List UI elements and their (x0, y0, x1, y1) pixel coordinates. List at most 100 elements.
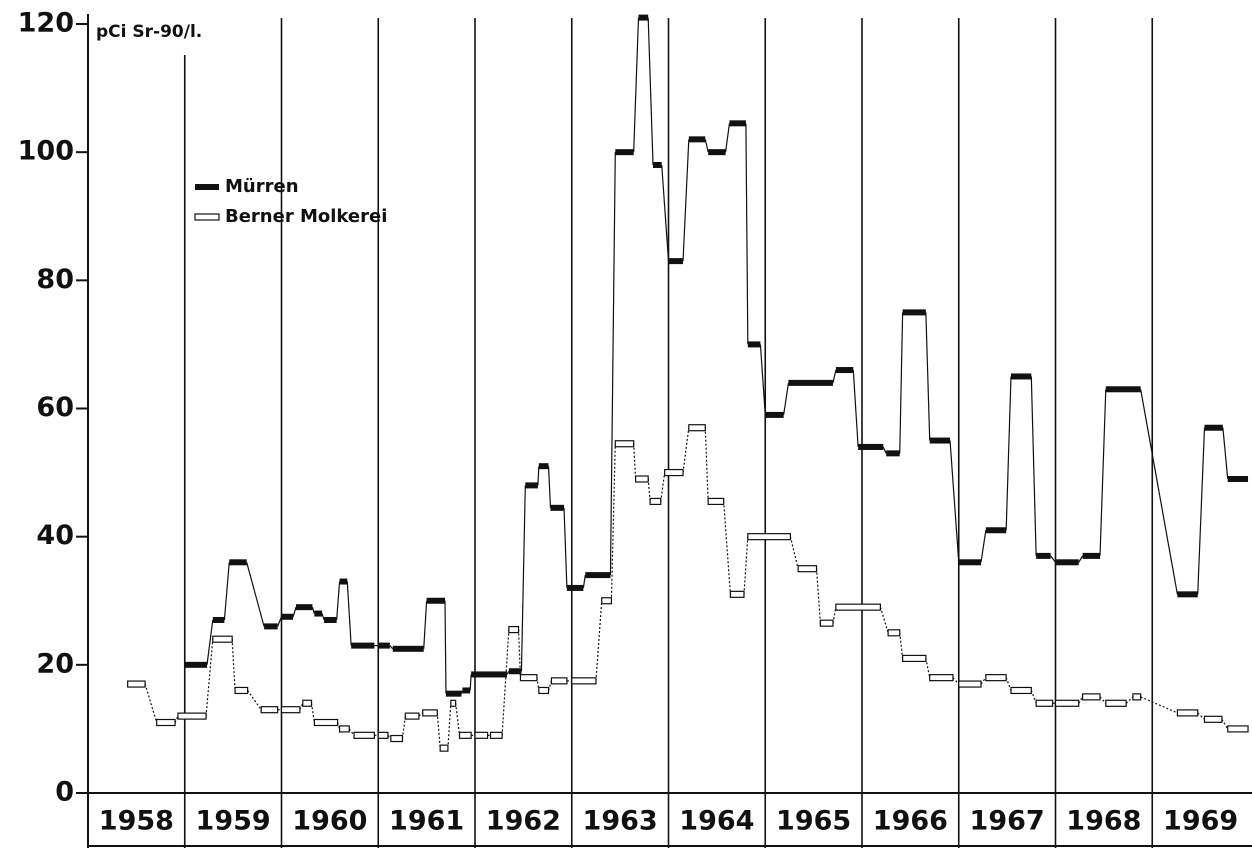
connector (223, 562, 230, 621)
step-segment (1055, 559, 1079, 566)
legend-label: Berner Molkerei (225, 206, 387, 227)
step-segment (177, 712, 207, 720)
step-segment (1105, 699, 1127, 707)
connector (647, 17, 654, 166)
step-segment (614, 440, 635, 448)
connector (952, 677, 960, 685)
step-segment (601, 597, 613, 605)
step-segment (707, 497, 725, 506)
step-segment (378, 642, 390, 649)
connector (292, 606, 297, 617)
step-segment (1010, 373, 1032, 380)
step-segment (708, 149, 726, 156)
step-segment (1227, 475, 1249, 482)
step-segment (338, 725, 350, 733)
step-segment (450, 699, 457, 707)
step-segment (958, 680, 982, 688)
y-tick-label: 120 (18, 8, 74, 39)
connector (423, 600, 428, 649)
x-category-label: 1968 (1066, 806, 1141, 837)
connector (455, 703, 461, 736)
step-segment (835, 367, 854, 374)
connector (879, 606, 889, 633)
step-segment (858, 443, 884, 450)
step-segment (474, 731, 489, 739)
connector (783, 382, 790, 415)
step-segment (462, 687, 471, 694)
step-segment (184, 661, 208, 668)
step-segment (688, 136, 706, 143)
step-segment (392, 645, 424, 652)
step-segment (1036, 552, 1051, 559)
step-segment (887, 629, 901, 637)
connector (246, 562, 265, 627)
connector (815, 568, 821, 624)
step-segment (508, 625, 520, 634)
step-segment (1010, 686, 1032, 695)
step-segment (339, 578, 348, 585)
connector (321, 613, 325, 621)
connector (743, 536, 749, 595)
step-segment (615, 149, 634, 156)
step-segment (525, 482, 538, 489)
y-axis-label: pCi Sr-90/l. (96, 22, 202, 42)
connector (460, 690, 463, 694)
step-segment (819, 619, 834, 627)
step-segment (426, 597, 446, 604)
x-category-label: 1959 (196, 806, 271, 837)
step-segment (314, 610, 323, 617)
step-segment (212, 616, 225, 623)
step-segment (1176, 709, 1199, 717)
step-segment (1035, 699, 1054, 707)
x-category-label: 1966 (873, 806, 948, 837)
connector (582, 575, 586, 589)
connector (633, 17, 640, 153)
connector (311, 606, 315, 614)
step-segment (638, 14, 649, 21)
connector (1030, 376, 1037, 556)
step-segment (635, 475, 649, 483)
connector (1005, 677, 1012, 691)
connector (1099, 389, 1107, 556)
step-segment (668, 258, 684, 265)
step-segment (566, 584, 584, 591)
step-segment (538, 463, 549, 470)
connector (389, 645, 394, 650)
step-segment (1203, 715, 1223, 723)
step-segment (1082, 552, 1101, 559)
step-segment (302, 699, 313, 707)
step-segment (729, 120, 746, 127)
step-segment (835, 603, 881, 611)
step-segment (458, 731, 472, 739)
step-segment (313, 718, 339, 727)
step-segment (1054, 699, 1080, 707)
x-category-label: 1962 (486, 806, 561, 837)
step-segment (404, 712, 420, 720)
connector (517, 629, 522, 678)
connector (501, 629, 510, 736)
step-segment (765, 411, 784, 418)
step-segment (929, 437, 951, 444)
step-segment (902, 309, 926, 316)
step-segment (508, 668, 522, 675)
step-segment (351, 642, 375, 649)
connector (980, 530, 987, 563)
step-segment (445, 690, 462, 697)
step-segment (234, 686, 249, 695)
x-category-label: 1964 (679, 806, 754, 837)
connector (1221, 718, 1229, 730)
connector (1030, 690, 1037, 704)
y-tick-label: 100 (18, 136, 74, 167)
y-tick-label: 0 (55, 777, 74, 808)
connector (704, 427, 709, 502)
connector (336, 581, 341, 621)
connector (563, 507, 568, 588)
connector (899, 632, 904, 659)
connector (1078, 696, 1084, 704)
connector (206, 619, 214, 665)
step-segment (229, 559, 247, 566)
connector (1005, 376, 1012, 531)
x-category-label: 1958 (99, 806, 174, 837)
step-segment (985, 527, 1007, 534)
connector (231, 639, 236, 691)
